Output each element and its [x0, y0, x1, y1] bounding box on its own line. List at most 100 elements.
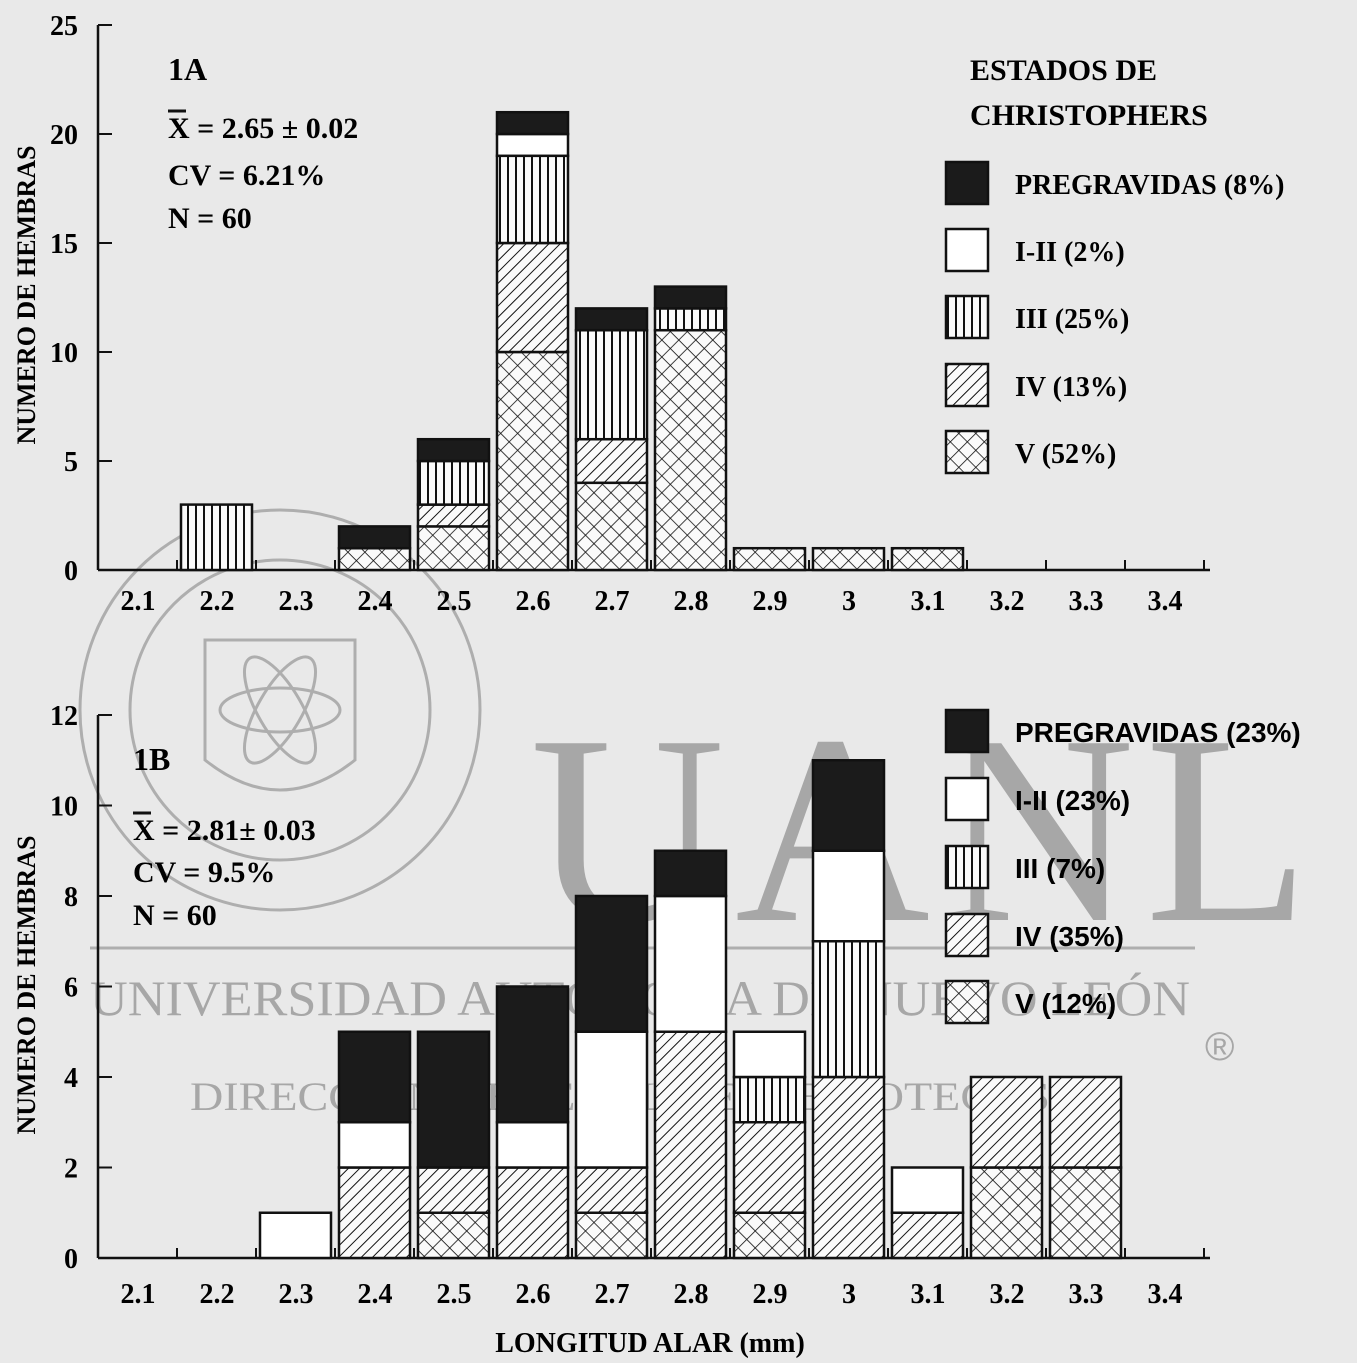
bar-segment-i-ii-3: [811, 849, 886, 943]
x-tick-label: 2.7: [595, 586, 630, 617]
bar-segment-v-3.1: [890, 546, 965, 572]
y-tick-label: 8: [64, 882, 78, 913]
bar-segment-iv-3: [811, 1075, 886, 1260]
bar-segment-pregravidas-2.8: [653, 285, 728, 310]
legend-label-v: V (12%): [1015, 988, 1116, 1019]
panel-label: 1B: [133, 741, 170, 777]
bar-segment-pregravidas-2.6: [495, 110, 570, 136]
stats-line: N = 60: [168, 202, 252, 235]
bar-segment-iii-3: [811, 940, 886, 1079]
legend-swatch-v: [944, 979, 990, 1025]
legend-swatch-v: [944, 429, 990, 475]
bar-segment-pregravidas-2.5: [416, 437, 491, 463]
legend-swatch-pregravidas: [944, 160, 990, 206]
x-tick-label: 2.8: [674, 1279, 709, 1310]
panel-1b: 0 2 4 6 8 10 12 NUMERO DE HEMBRAS 2.1 2.2 2.3 2.4 2.…: [12, 701, 1301, 1359]
stats-line: X = 2.81± 0.03: [133, 814, 316, 847]
y-axis-label: NUMERO DE HEMBRAS: [12, 145, 41, 444]
x-tick-label: 2.7: [595, 1279, 630, 1310]
x-tick-label: 2.9: [753, 586, 788, 617]
bar-segment-iii-2.8: [653, 307, 728, 332]
bar-segment-pregravidas-2.7: [574, 307, 649, 332]
x-tick-label: 2.8: [674, 586, 709, 617]
panel-1a: 0 5 10 15 20 25 NUMERO DE HEMBRAS 2.1 2.2 2.3 2.4 2…: [12, 11, 1284, 617]
x-tick-label: 2.2: [200, 586, 235, 617]
x-tick-label: 3.3: [1069, 1279, 1104, 1310]
y-tick-label: 20: [50, 120, 78, 151]
y-tick-label: 15: [50, 229, 78, 260]
panel-label: 1A: [168, 51, 207, 87]
bar-segment-pregravidas-2.4: [337, 525, 412, 550]
bar-segment-iv-2.7: [574, 437, 649, 485]
bar-segment-v-2.9: [732, 546, 807, 572]
bar-segment-i-ii-2.9: [732, 1030, 807, 1079]
bar-segment-v-3: [811, 546, 886, 572]
bar-segment-i-ii-2.8: [653, 894, 728, 1033]
bar-segment-iv-2.5: [416, 503, 491, 528]
bar-segment-i-ii-2.6: [495, 132, 570, 158]
stats-line: N = 60: [133, 899, 217, 932]
y-tick-label: 0: [64, 556, 78, 587]
bar-segment-v-2.7: [574, 481, 649, 572]
legend-swatch-iii: [944, 844, 990, 890]
bar-segment-i-ii-2.3: [258, 1211, 333, 1260]
legend-label-iii: III (7%): [1015, 853, 1105, 884]
bar-segment-iv-2.6: [495, 241, 570, 354]
x-tick-label: 2.3: [279, 586, 314, 617]
x-tick-label: 3.2: [990, 1279, 1025, 1310]
y-tick-label: 10: [50, 792, 78, 823]
y-tick-label: 5: [64, 447, 78, 478]
stats-line: CV = 9.5%: [133, 856, 275, 889]
bar-segment-v-2.8: [653, 328, 728, 572]
x-tick-label: 3.1: [911, 1279, 946, 1310]
bar-segment-iv-3.1: [890, 1211, 965, 1260]
x-tick-label: 2.1: [121, 586, 156, 617]
x-tick-label: 3: [842, 1279, 856, 1310]
stats-line: X = 2.65 ± 0.02: [168, 112, 358, 145]
bar-segment-v-2.4: [337, 546, 412, 572]
legend-swatch-iv: [944, 362, 990, 408]
bar-segment-i-ii-3.1: [890, 1166, 965, 1214]
bar-segment-iii-2.2: [179, 503, 254, 572]
bar-segment-i-ii-2.4: [337, 1121, 412, 1169]
legend-swatch-iv: [944, 912, 990, 958]
bar-segment-iv-2.7: [574, 1166, 649, 1214]
bar-segment-i-ii-2.7: [574, 1030, 649, 1169]
legend-label-iv: IV (35%): [1015, 921, 1124, 952]
bar-segment-iii-2.5: [416, 459, 491, 506]
bar-segment-iii-2.6: [495, 154, 570, 245]
bar-segment-pregravidas-2.5: [416, 1030, 491, 1169]
x-tick-label: 3.2: [990, 586, 1025, 617]
y-tick-label: 2: [64, 1154, 78, 1185]
x-tick-label: 2.3: [279, 1279, 314, 1310]
bar-segment-pregravidas-2.6: [495, 985, 570, 1124]
bar-segment-v-2.9: [732, 1211, 807, 1260]
stats-line: CV = 6.21%: [168, 159, 325, 192]
x-tick-label: 2.2: [200, 1279, 235, 1310]
bar-segment-pregravidas-2.8: [653, 849, 728, 898]
bar-segment-iv-2.4: [337, 1166, 412, 1260]
legend-label-v: V (52%): [1015, 439, 1116, 470]
bar-segment-iv-2.6: [495, 1166, 570, 1260]
x-tick-label: 2.9: [753, 1279, 788, 1310]
bar-segment-v-2.7: [574, 1211, 649, 1260]
x-tick-label: 2.5: [437, 586, 472, 617]
university-seal-icon: [78, 508, 482, 912]
legend-swatch-i-ii: [944, 776, 990, 822]
x-tick-label: 3.4: [1148, 1279, 1183, 1310]
y-tick-label: 6: [64, 973, 78, 1004]
x-tick-label: 3.4: [1148, 586, 1183, 617]
x-tick-label: 3.1: [911, 586, 946, 617]
x-axis-label: LONGITUD ALAR (mm): [495, 1328, 805, 1359]
legend-label-iii: III (25%): [1015, 304, 1129, 335]
x-tick-label: 2.1: [121, 1279, 156, 1310]
x-tick-label: 2.4: [358, 586, 393, 617]
x-tick-label: 3: [842, 586, 856, 617]
legend-swatch-i-ii: [944, 227, 990, 273]
legend-label-i-ii: I-II (2%): [1015, 237, 1125, 268]
legend-label-pregravidas: PREGRAVIDAS (23%): [1015, 717, 1301, 748]
x-tick-label: 2.6: [516, 586, 551, 617]
bar-segment-pregravidas-2.7: [574, 894, 649, 1033]
y-axis-label: NUMERO DE HEMBRAS: [12, 835, 41, 1134]
legend-title: ESTADOS DE: [970, 54, 1157, 87]
